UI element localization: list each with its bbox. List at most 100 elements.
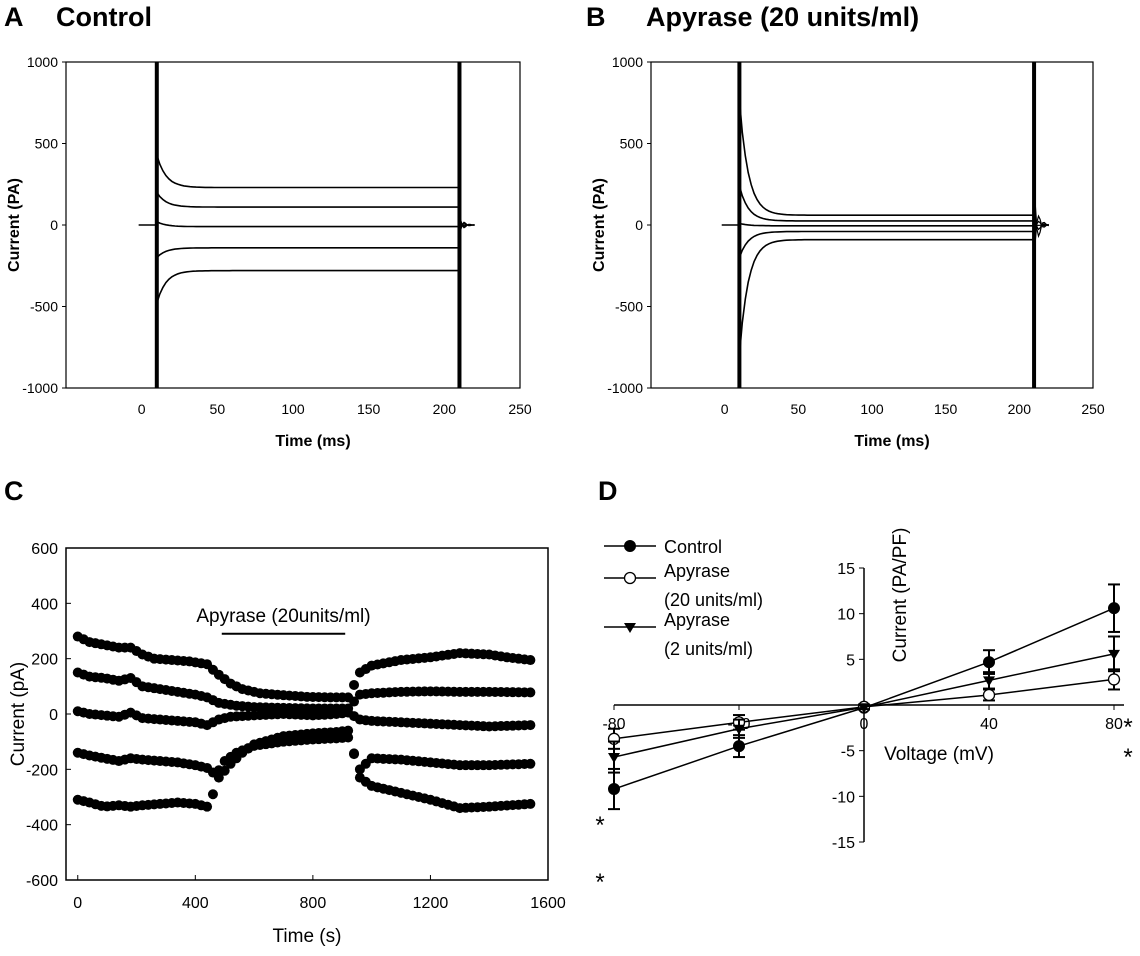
- x-tick-label: 250: [508, 401, 532, 417]
- legend-marker: [624, 540, 636, 552]
- legend-marker: [623, 571, 637, 585]
- data-marker: [983, 676, 995, 687]
- panel-a-letter: A: [4, 2, 24, 32]
- y-axis-label: Current (PA/PF): [890, 528, 911, 663]
- significance-mark: *: [595, 812, 604, 839]
- y-tick-label: -5: [841, 744, 855, 761]
- panel-c-chart: -600 -400 -200 0 200 400 600 0 400 800 1200 1600 Tim…: [8, 541, 566, 947]
- significance-mark: *: [1123, 744, 1132, 771]
- data-point: [525, 758, 536, 769]
- plot-frame: [65, 61, 521, 389]
- panel-b-title: Apyrase (20 units/ml): [646, 2, 919, 32]
- x-tick-label: 0: [73, 895, 82, 912]
- x-tick-label: 1200: [413, 895, 449, 912]
- data-marker: [858, 703, 870, 714]
- data-point: [213, 772, 224, 783]
- current-trace: [156, 220, 460, 228]
- tail-trace: [1033, 214, 1049, 259]
- data-marker: [608, 753, 620, 764]
- x-tick-label: 1600: [530, 895, 566, 912]
- current-trace: [738, 222, 1035, 227]
- tail-trace: [458, 221, 475, 236]
- x-tick-label: 250: [1081, 401, 1105, 417]
- x-tick-label: 0: [721, 401, 729, 417]
- current-trace: [738, 99, 1035, 216]
- data-point: [349, 679, 360, 690]
- y-tick-label: -500: [30, 299, 58, 315]
- x-tick-label: 100: [281, 401, 305, 417]
- y-axis-label: Current (PA): [591, 178, 608, 272]
- data-marker: [733, 724, 745, 735]
- legend-label: Apyrase: [664, 610, 730, 630]
- data-marker: [733, 740, 745, 753]
- y-tick-label: 600: [31, 541, 58, 558]
- data-point: [525, 720, 536, 731]
- y-tick-label: 5: [846, 652, 855, 669]
- x-axis-label: Time (ms): [275, 433, 350, 450]
- data-marker: [1108, 649, 1120, 660]
- x-axis-label: Time (s): [273, 926, 342, 947]
- x-tick-label: 150: [357, 401, 381, 417]
- panel-b-chart: -1000 -500 0 500 1000 0 50 100 150 200 250 Time (ms…: [591, 54, 1105, 450]
- y-axis-label: Current (PA): [6, 178, 23, 272]
- data-point: [207, 789, 218, 800]
- y-tick-label: 0: [49, 707, 58, 724]
- y-tick-label: 0: [50, 217, 58, 233]
- y-tick-label: -1000: [607, 380, 643, 396]
- x-tick-label: 800: [300, 895, 327, 912]
- x-tick-label: 40: [980, 716, 998, 733]
- y-tick-label: -1000: [22, 380, 58, 396]
- data-marker: [1107, 673, 1121, 686]
- y-axis-label: Current (pA): [8, 662, 29, 767]
- apyrase-annotation: Apyrase (20units/ml): [196, 606, 370, 627]
- significance-mark: *: [595, 869, 604, 896]
- data-point: [525, 798, 536, 809]
- y-tick-label: -200: [26, 762, 58, 779]
- data-point: [349, 696, 360, 707]
- data-point: [525, 655, 536, 666]
- y-tick-label: 200: [31, 652, 58, 669]
- y-tick-label: 500: [35, 136, 59, 152]
- legend-label: (2 units/ml): [664, 639, 753, 659]
- x-tick-label: 200: [433, 401, 457, 417]
- y-tick-label: 1000: [612, 54, 643, 70]
- panel-a-chart: -1000 -500 0 500 1000 0 50 100 150 200 250 Time (ms…: [6, 54, 532, 450]
- panel-a-title: Control: [56, 2, 152, 32]
- panel-c-letter: C: [4, 476, 24, 506]
- current-trace: [738, 238, 1035, 356]
- panel-d-letter: D: [598, 476, 618, 506]
- y-tick-label: 15: [837, 561, 855, 578]
- current-trace: [738, 230, 1035, 258]
- legend-label: (20 units/ml): [664, 590, 763, 610]
- y-tick-label: 500: [620, 136, 644, 152]
- current-trace: [738, 185, 1035, 222]
- x-tick-label: 150: [934, 401, 958, 417]
- x-tick-label: 100: [860, 401, 884, 417]
- data-point: [349, 749, 360, 760]
- y-tick-label: -15: [832, 835, 855, 852]
- y-tick-label: 400: [31, 596, 58, 613]
- data-marker: [608, 783, 620, 796]
- y-tick-label: 1000: [27, 54, 58, 70]
- y-tick-label: -400: [26, 818, 58, 835]
- significance-mark: *: [1123, 714, 1132, 741]
- legend-label: Apyrase: [664, 561, 730, 581]
- y-tick-label: -10: [832, 789, 855, 806]
- x-tick-label: 80: [1105, 716, 1123, 733]
- data-point: [219, 765, 230, 776]
- x-tick-label: 400: [182, 895, 209, 912]
- x-axis-label: Voltage (mV): [884, 744, 994, 765]
- current-trace: [156, 154, 460, 189]
- current-trace: [156, 269, 460, 304]
- y-tick-label: 0: [635, 217, 643, 233]
- data-point: [343, 732, 354, 743]
- data-point: [202, 801, 213, 812]
- legend-marker: [624, 623, 636, 633]
- current-trace: [156, 191, 460, 208]
- data-point: [525, 687, 536, 698]
- x-axis-label: Time (ms): [854, 433, 929, 450]
- y-tick-label: -500: [615, 299, 643, 315]
- data-marker: [983, 656, 995, 669]
